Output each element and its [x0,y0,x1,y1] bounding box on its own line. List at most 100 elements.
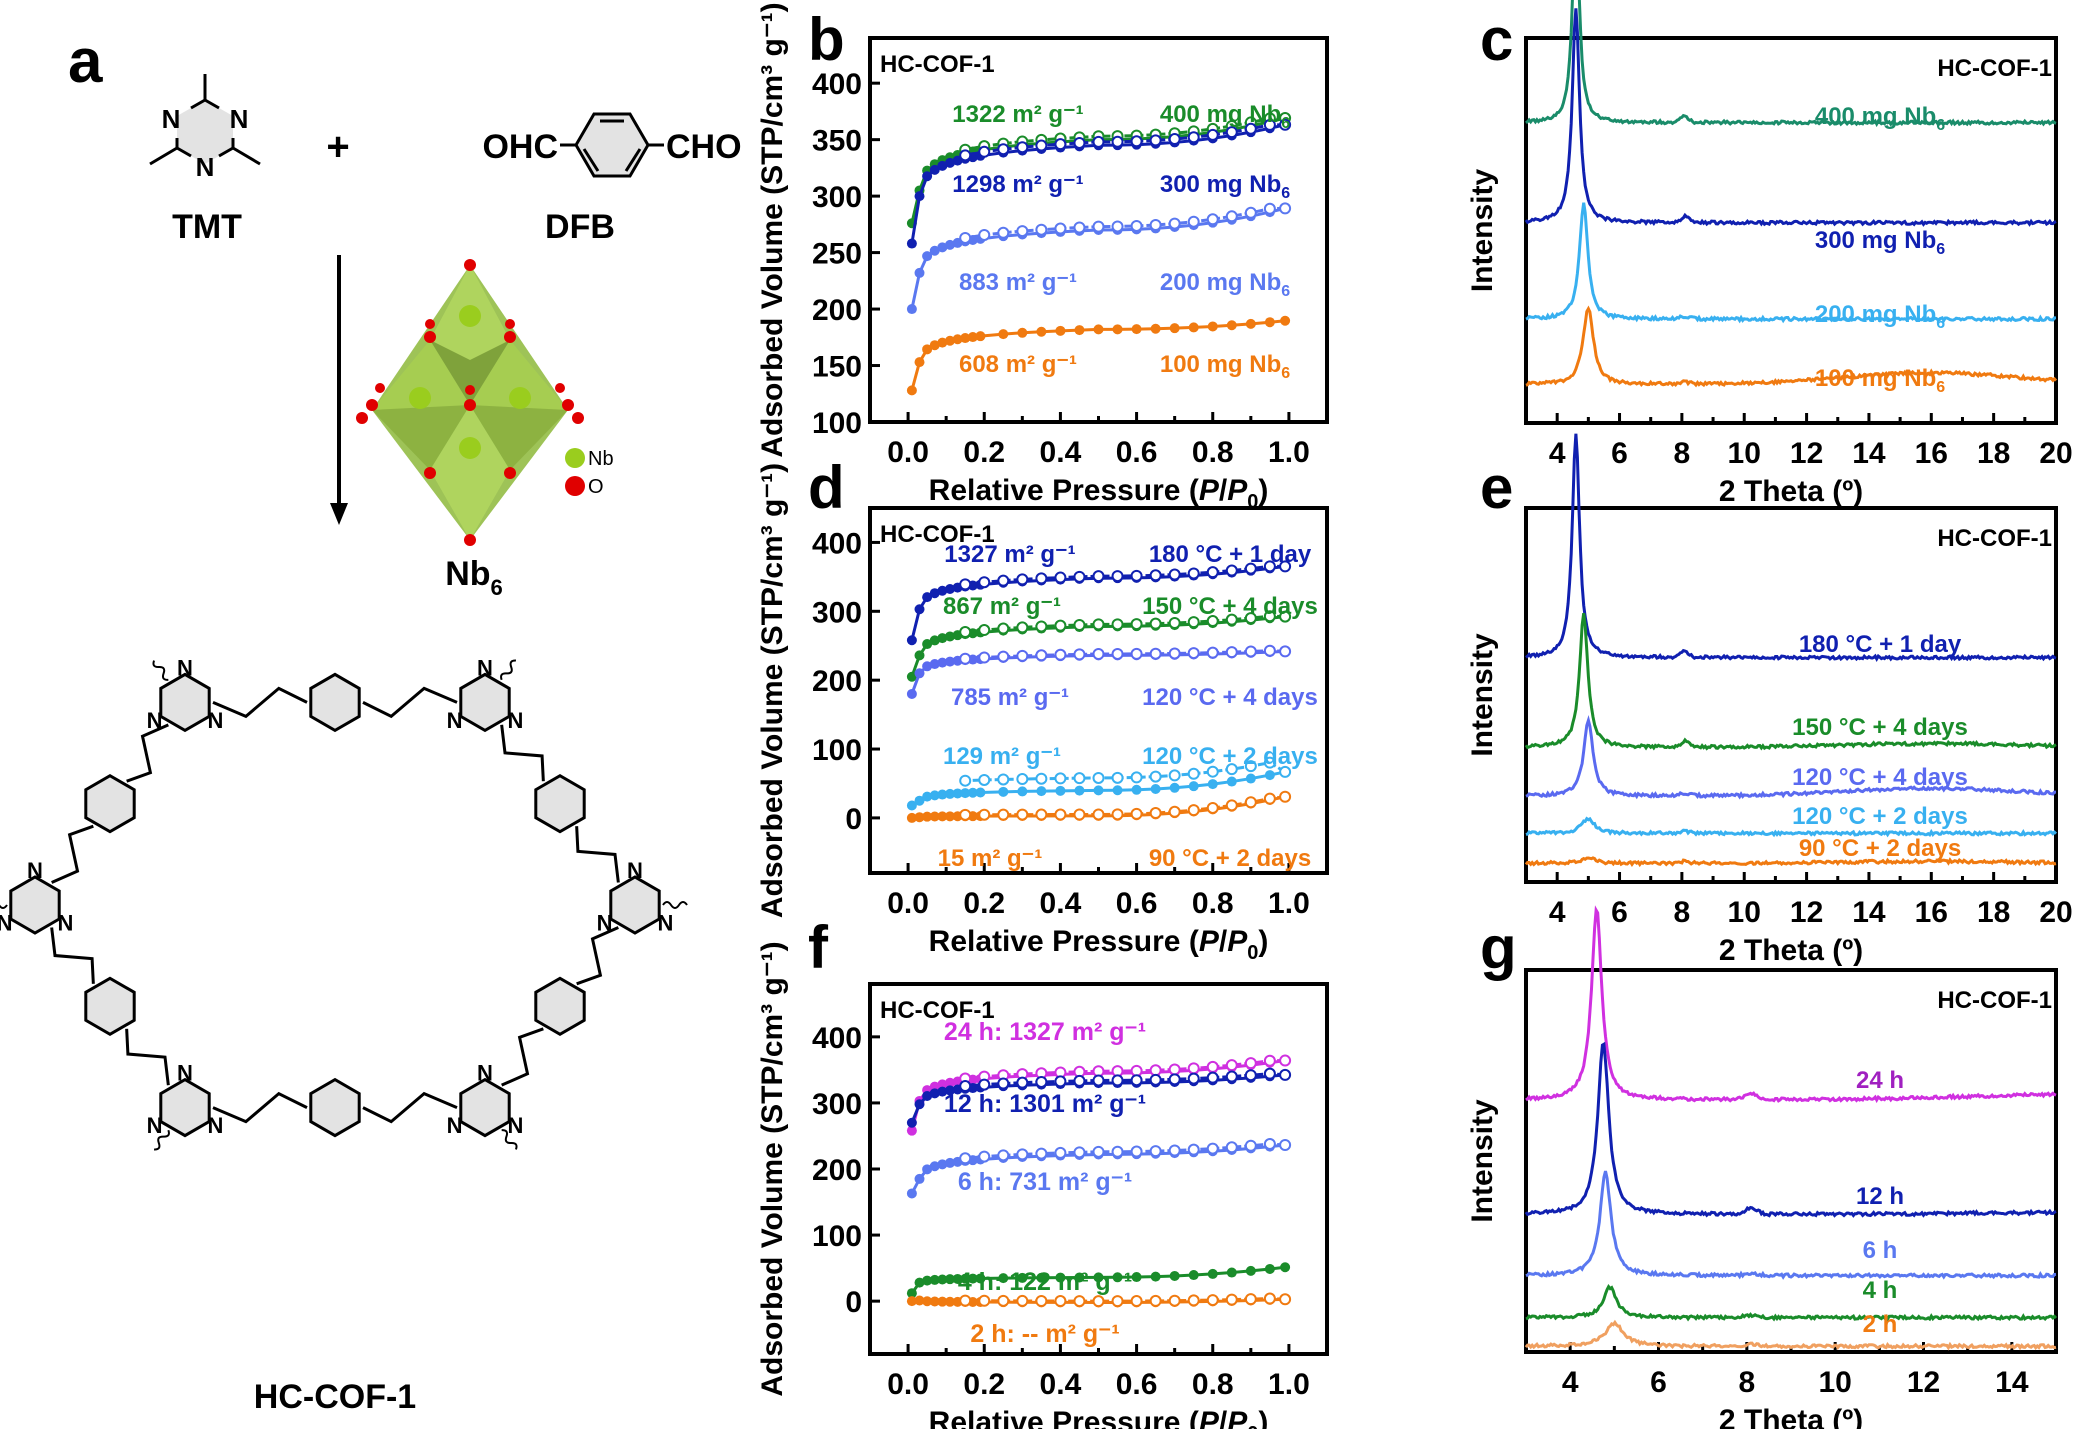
adsorption-point [998,329,1009,340]
panel-g: g 4 6 8 10 12 14 2 Theta (º) Intensity HC-COF-1 2… [1466,905,2058,1429]
adsorption-point [998,1273,1009,1284]
x-tick-label: 0.8 [1192,436,1234,469]
desorption-point [1092,808,1105,821]
y-tick-label: 400 [812,68,862,101]
desorption-point [1225,126,1238,139]
adsorption-point [922,661,933,672]
adsorption-point [1074,325,1085,336]
y-axis-label: Intensity [1466,169,1499,293]
series-1 [906,1067,1292,1128]
series-label: 120 °C + 4 days [1142,684,1318,711]
adsorption-point [1188,781,1199,792]
panel-label-b: b [808,6,845,73]
nitrogen-atom: N [447,1113,463,1138]
series-3 [906,1262,1291,1299]
plot-frame [1524,36,2058,425]
adsorption-point [1017,327,1028,338]
desorption-point [1073,648,1086,661]
desorption-point [1054,772,1067,785]
series-4 [906,790,1292,823]
series-area-label: 1298 m² g⁻¹ [952,171,1083,198]
vinylene-linker [500,724,545,782]
desorption-point [1016,649,1029,662]
series-label: 24 h: 1327 m² g⁻¹ [944,1018,1146,1046]
adsorption-point [1245,318,1256,329]
x-tick-label: 0.4 [1040,887,1082,920]
nitrogen-atom: N [0,911,12,936]
x-tick-label: 12 [1790,896,1823,929]
desorption-point [978,624,991,637]
series-4 [906,1292,1292,1308]
adsorption-point [929,164,940,175]
x-tick-label: 0.6 [1116,436,1158,469]
desorption-point [959,774,972,787]
nitrogen-atom: N [147,708,163,733]
nitrogen-atom: N [447,708,463,733]
adsorption-point [906,1188,917,1199]
desorption-point [978,145,991,158]
vinylene-linker [212,686,308,719]
adsorption-point [960,1273,971,1284]
desorption-point [978,576,991,589]
nitrogen-atom: N [627,858,643,883]
x-tick-label: 0.0 [887,1368,929,1401]
desorption-point [1016,773,1029,786]
series-label: 12 h [1856,1183,1904,1210]
adsorption-point [1131,324,1142,335]
y-tick-label: 200 [812,294,862,327]
y-tick-label: 0 [845,1286,862,1319]
vinylene-linker [575,826,620,883]
x-tick-label: 0.0 [887,436,929,469]
desorption-point [1244,1069,1257,1082]
adsorption-point [1264,317,1275,328]
desorption-point [1149,1064,1162,1077]
adsorption-point [922,592,933,603]
series-label: 6 h [1863,1237,1898,1264]
desorption-point [1016,808,1029,821]
desorption-point [1054,1146,1067,1159]
y-tick-label: 350 [812,125,862,158]
x-tick-label: 14 [1995,1366,2029,1399]
desorption-point [1168,133,1181,146]
desorption-point [1111,220,1124,233]
adsorption-point [1226,776,1237,787]
desorption-point [1263,792,1276,805]
wavy-bond [662,901,688,909]
adsorption-point [929,790,940,801]
desorption-point [959,578,972,591]
x-tick-label: 8 [1738,1366,1755,1399]
desorption-point [1016,621,1029,634]
x-tick-label: 14 [1852,896,1886,929]
adsorption-point [929,1088,940,1099]
desorption-point [978,1078,991,1091]
panel-label-c: c [1480,6,1513,73]
adsorption-point [1207,321,1218,332]
adsorption-point [1093,1272,1104,1283]
x-tick-label: 0.6 [1116,1368,1158,1401]
desorption-point [1054,648,1067,661]
benzene-ring [534,773,586,834]
desorption-point [1263,610,1276,623]
adsorption-point [914,267,925,278]
panel-e: e 4 6 8 10 12 14 16 18 20 2 Theta (º) Intensity HC-… [1466,433,2073,967]
adsorption-point [906,1296,917,1307]
series-label: 150 °C + 4 days [1792,714,1968,741]
series-label: 100 mg Nb6 [1160,351,1290,382]
desorption-point [959,149,972,162]
adsorption-point [944,239,955,250]
adsorption-point [922,791,933,802]
desorption-point [1035,223,1048,236]
isotherm-chart-b: 0.0 0.2 0.4 0.6 0.8 1.0 100 150 200 250 300 350 400 R… [756,2,1329,513]
nitrogen-atom: N [597,911,613,936]
desorption-line [964,206,1286,240]
desorption-point [1225,613,1238,626]
desorption-point [1035,1295,1048,1308]
adsorption-point [922,171,933,182]
panel-c: c 4 6 8 10 12 14 16 18 20 2 Theta (º) Intensity HC-… [1466,0,2073,508]
desorption-point [1092,648,1105,660]
adsorption-point [1207,779,1218,790]
nitrogen-atom: N [508,708,524,733]
desorption-point [1073,808,1086,821]
pxrd-trace [1525,905,2057,1104]
series-3 [906,756,1292,811]
